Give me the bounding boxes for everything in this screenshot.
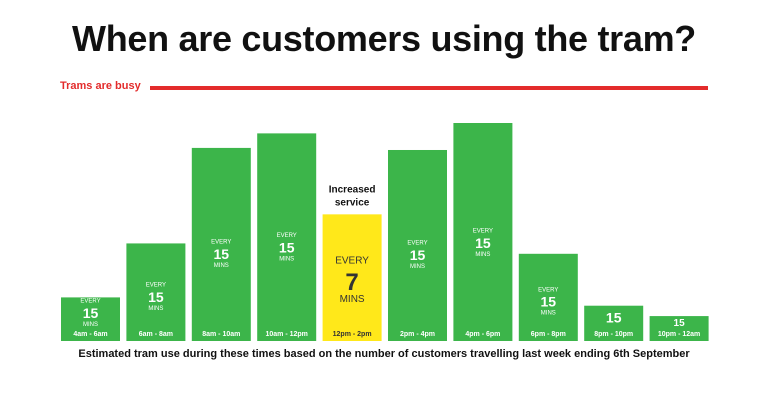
busy-indicator-line [150, 86, 708, 90]
bar [649, 316, 709, 341]
frequency-mins-label: MINS [541, 311, 556, 317]
frequency-number-label: 15 [410, 247, 426, 263]
frequency-number-label: 15 [279, 239, 295, 255]
frequency-mins-label: MINS [475, 252, 490, 258]
increased-service-annotation: Increased [329, 184, 376, 195]
busy-indicator-label: Trams are busy [60, 80, 141, 92]
category-label: 8am - 10am [202, 331, 240, 338]
chart-caption: Estimated tram use during these times ba… [78, 348, 690, 360]
category-label: 8pm - 10pm [594, 331, 633, 338]
bar [126, 243, 186, 341]
category-label: 4am - 6am [73, 331, 107, 338]
frequency-number-label: 7 [345, 269, 358, 296]
frequency-number-label: 15 [674, 318, 686, 329]
frequency-mins-label: MINS [214, 263, 229, 269]
frequency-every-label: EVERY [211, 240, 231, 246]
frequency-mins-label: MINS [279, 256, 294, 262]
frequency-every-label: EVERY [146, 283, 166, 289]
bar [322, 214, 382, 341]
category-label: 12pm - 2pm [333, 331, 372, 338]
frequency-number-label: 15 [148, 289, 164, 305]
bar [257, 133, 317, 341]
frequency-mins-label: MINS [410, 264, 425, 270]
bar [61, 297, 120, 341]
bar [388, 149, 447, 341]
category-label: 10pm - 12am [658, 331, 700, 338]
frequency-number-label: 15 [606, 309, 622, 325]
category-label: 4pm - 6pm [465, 331, 500, 338]
category-label: 6am - 8am [139, 331, 173, 338]
bar [453, 123, 513, 341]
frequency-every-label: EVERY [80, 299, 100, 305]
frequency-number-label: 15 [475, 235, 491, 251]
frequency-every-label: EVERY [473, 228, 493, 234]
frequency-every-label: EVERY [277, 233, 297, 239]
frequency-mins-label: MINS [83, 322, 98, 328]
bar [191, 147, 251, 341]
category-label: 6pm - 8pm [531, 331, 566, 338]
category-label: 10am - 12pm [265, 331, 307, 338]
frequency-number-label: 15 [83, 305, 99, 321]
frequency-every-label: EVERY [407, 241, 427, 247]
frequency-number-label: 15 [214, 246, 230, 262]
frequency-mins-label: MINS [340, 294, 365, 305]
frequency-every-label: EVERY [538, 287, 558, 293]
bar [518, 253, 578, 341]
frequency-number-label: 15 [541, 294, 557, 310]
frequency-mins-label: MINS [148, 306, 163, 312]
page-title: When are customers using the tram? [72, 18, 696, 59]
increased-service-annotation: service [335, 197, 370, 208]
category-label: 2pm - 4pm [400, 331, 435, 338]
frequency-every-label: EVERY [335, 255, 369, 266]
bar [584, 305, 644, 341]
